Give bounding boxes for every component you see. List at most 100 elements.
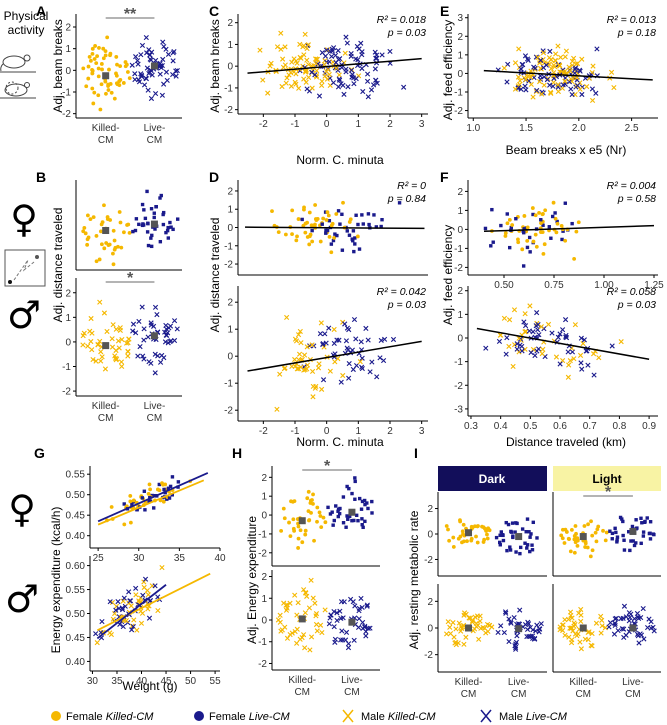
panel-f-male-point [560, 327, 566, 333]
panel-e-point [569, 58, 575, 64]
panel-g-male-point [133, 585, 139, 591]
panel-b-male-point [87, 328, 93, 334]
panel-d-male-point [378, 337, 384, 344]
panel-i-light-female-point [559, 533, 564, 538]
panel-e-point [573, 65, 579, 71]
panel-i-light-female-point [560, 536, 565, 541]
panel-a-point [98, 107, 103, 112]
panel-b-male-point [135, 353, 141, 359]
panel-g-male-point [99, 618, 105, 625]
panel-e-point [543, 62, 549, 68]
panel-i-light-female-point [643, 519, 647, 524]
facet-dark-header [438, 466, 547, 491]
panel-i-light-female-point [590, 533, 595, 538]
panel-i-dark-male-point [469, 619, 475, 625]
panel-i-light-female-point [621, 519, 625, 524]
panel-a-point [105, 35, 110, 40]
panel-g-male-ytick-label: 0.50 [66, 609, 86, 620]
panel-a-point [99, 62, 104, 66]
panel-h-male-point [308, 634, 315, 640]
panel-i-light-male-point [575, 631, 581, 637]
panel-i-dark-female-point [525, 543, 530, 547]
panel-h-female-point [315, 505, 320, 510]
panel-i-dark-female-point [460, 529, 465, 534]
panel-h-female-median-marker [298, 517, 306, 525]
panel-f-female-point [553, 211, 557, 215]
panel-d-male-point [331, 326, 337, 333]
panel-d-female-point [320, 222, 324, 226]
panel-d-male-point [380, 357, 387, 364]
panel-h-male-median-marker [298, 615, 306, 623]
panel-h-male-point [322, 607, 328, 613]
panel-d-female-point [329, 242, 334, 246]
panel-f-male-xtick-label: 0.8 [612, 421, 626, 432]
panel-e-point [528, 81, 534, 88]
panel-h-male-xlabel-group: Live- [341, 675, 363, 686]
panel-c-xtick-label: 3 [419, 119, 425, 130]
panel-d-male-point [318, 320, 324, 326]
panel-h-male-point [314, 628, 320, 634]
panel-c-point [297, 54, 303, 60]
panel-e-point [555, 82, 561, 88]
panel-i-light-female-point [640, 521, 644, 525]
panel-a-point [114, 55, 119, 59]
panel-c-point [305, 42, 311, 48]
panel-d-female-point [327, 219, 332, 223]
panel-g-female-ytick-label: 0.40 [66, 531, 86, 542]
panel-b-female-point [154, 205, 158, 209]
panel-i-light-male-point [602, 625, 608, 631]
panel-d-male-point [349, 347, 356, 353]
panel-h-male-point [313, 621, 320, 628]
panel-i-dark-male-point [455, 640, 461, 646]
panel-e-ylabel: Adj. feed efficiency [441, 20, 455, 121]
panel-h-female-point [328, 512, 333, 516]
panel-d-female-point [302, 207, 306, 212]
panel-b-male-point [139, 304, 145, 310]
panel-c-point [331, 45, 337, 51]
panel-h-female-point [291, 517, 296, 522]
panel-h-male-point [334, 617, 340, 624]
panel-g-female-point [109, 505, 114, 509]
panel-e-point [528, 74, 534, 80]
panel-h-female-point [315, 519, 319, 524]
panel-d-female-point [305, 235, 310, 239]
panel-h-male-point [292, 592, 298, 598]
panel-i-dark-female-point [481, 540, 486, 544]
panel-f-male-point [557, 331, 563, 337]
panel-a-xlabel-group: Live- [144, 123, 166, 134]
panel-i-light-male-point [578, 618, 584, 624]
panel-b-female-point [165, 228, 170, 233]
panel-h-female-point [356, 519, 360, 523]
panel-c-point [374, 80, 380, 86]
panel-a-point [158, 63, 164, 69]
panel-i-dark-female-point [485, 536, 490, 541]
panel-c-point [373, 77, 379, 83]
panel-d-female-point [313, 222, 317, 227]
panel-a-point [123, 64, 128, 69]
panel-g-male-ytick-label: 0.55 [66, 585, 86, 596]
panel-b-female-point [83, 231, 88, 236]
panel-h-female-point [352, 518, 356, 523]
panel-a-point [89, 58, 93, 63]
panel-i-light-female-point [572, 534, 577, 538]
panel-d-xlabel: Norm. C. minuta [296, 435, 384, 449]
panel-d-female-point [326, 213, 331, 218]
panel-a-point [115, 82, 120, 87]
panel-d-male-point [320, 377, 327, 383]
panel-b-male-point [171, 318, 178, 324]
panel-b-male-point [166, 325, 172, 331]
panel-e-point [533, 54, 539, 60]
panel-a-point [132, 76, 138, 83]
panel-i-light-female-point [560, 527, 565, 532]
panel-d-male-point [315, 365, 322, 371]
panel-c-point [330, 80, 337, 86]
panel-b-female-point [99, 242, 104, 247]
panel-d-female-point [310, 228, 314, 233]
panel-b-female-point [161, 222, 166, 227]
panel-c-fit-line [247, 57, 422, 74]
panel-letter-h: H [232, 445, 242, 461]
panel-a-point [106, 88, 111, 92]
panel-f-male-p: p = 0.03 [617, 299, 656, 311]
panel-c-point [284, 75, 290, 81]
panel-b-male-point [126, 336, 132, 342]
